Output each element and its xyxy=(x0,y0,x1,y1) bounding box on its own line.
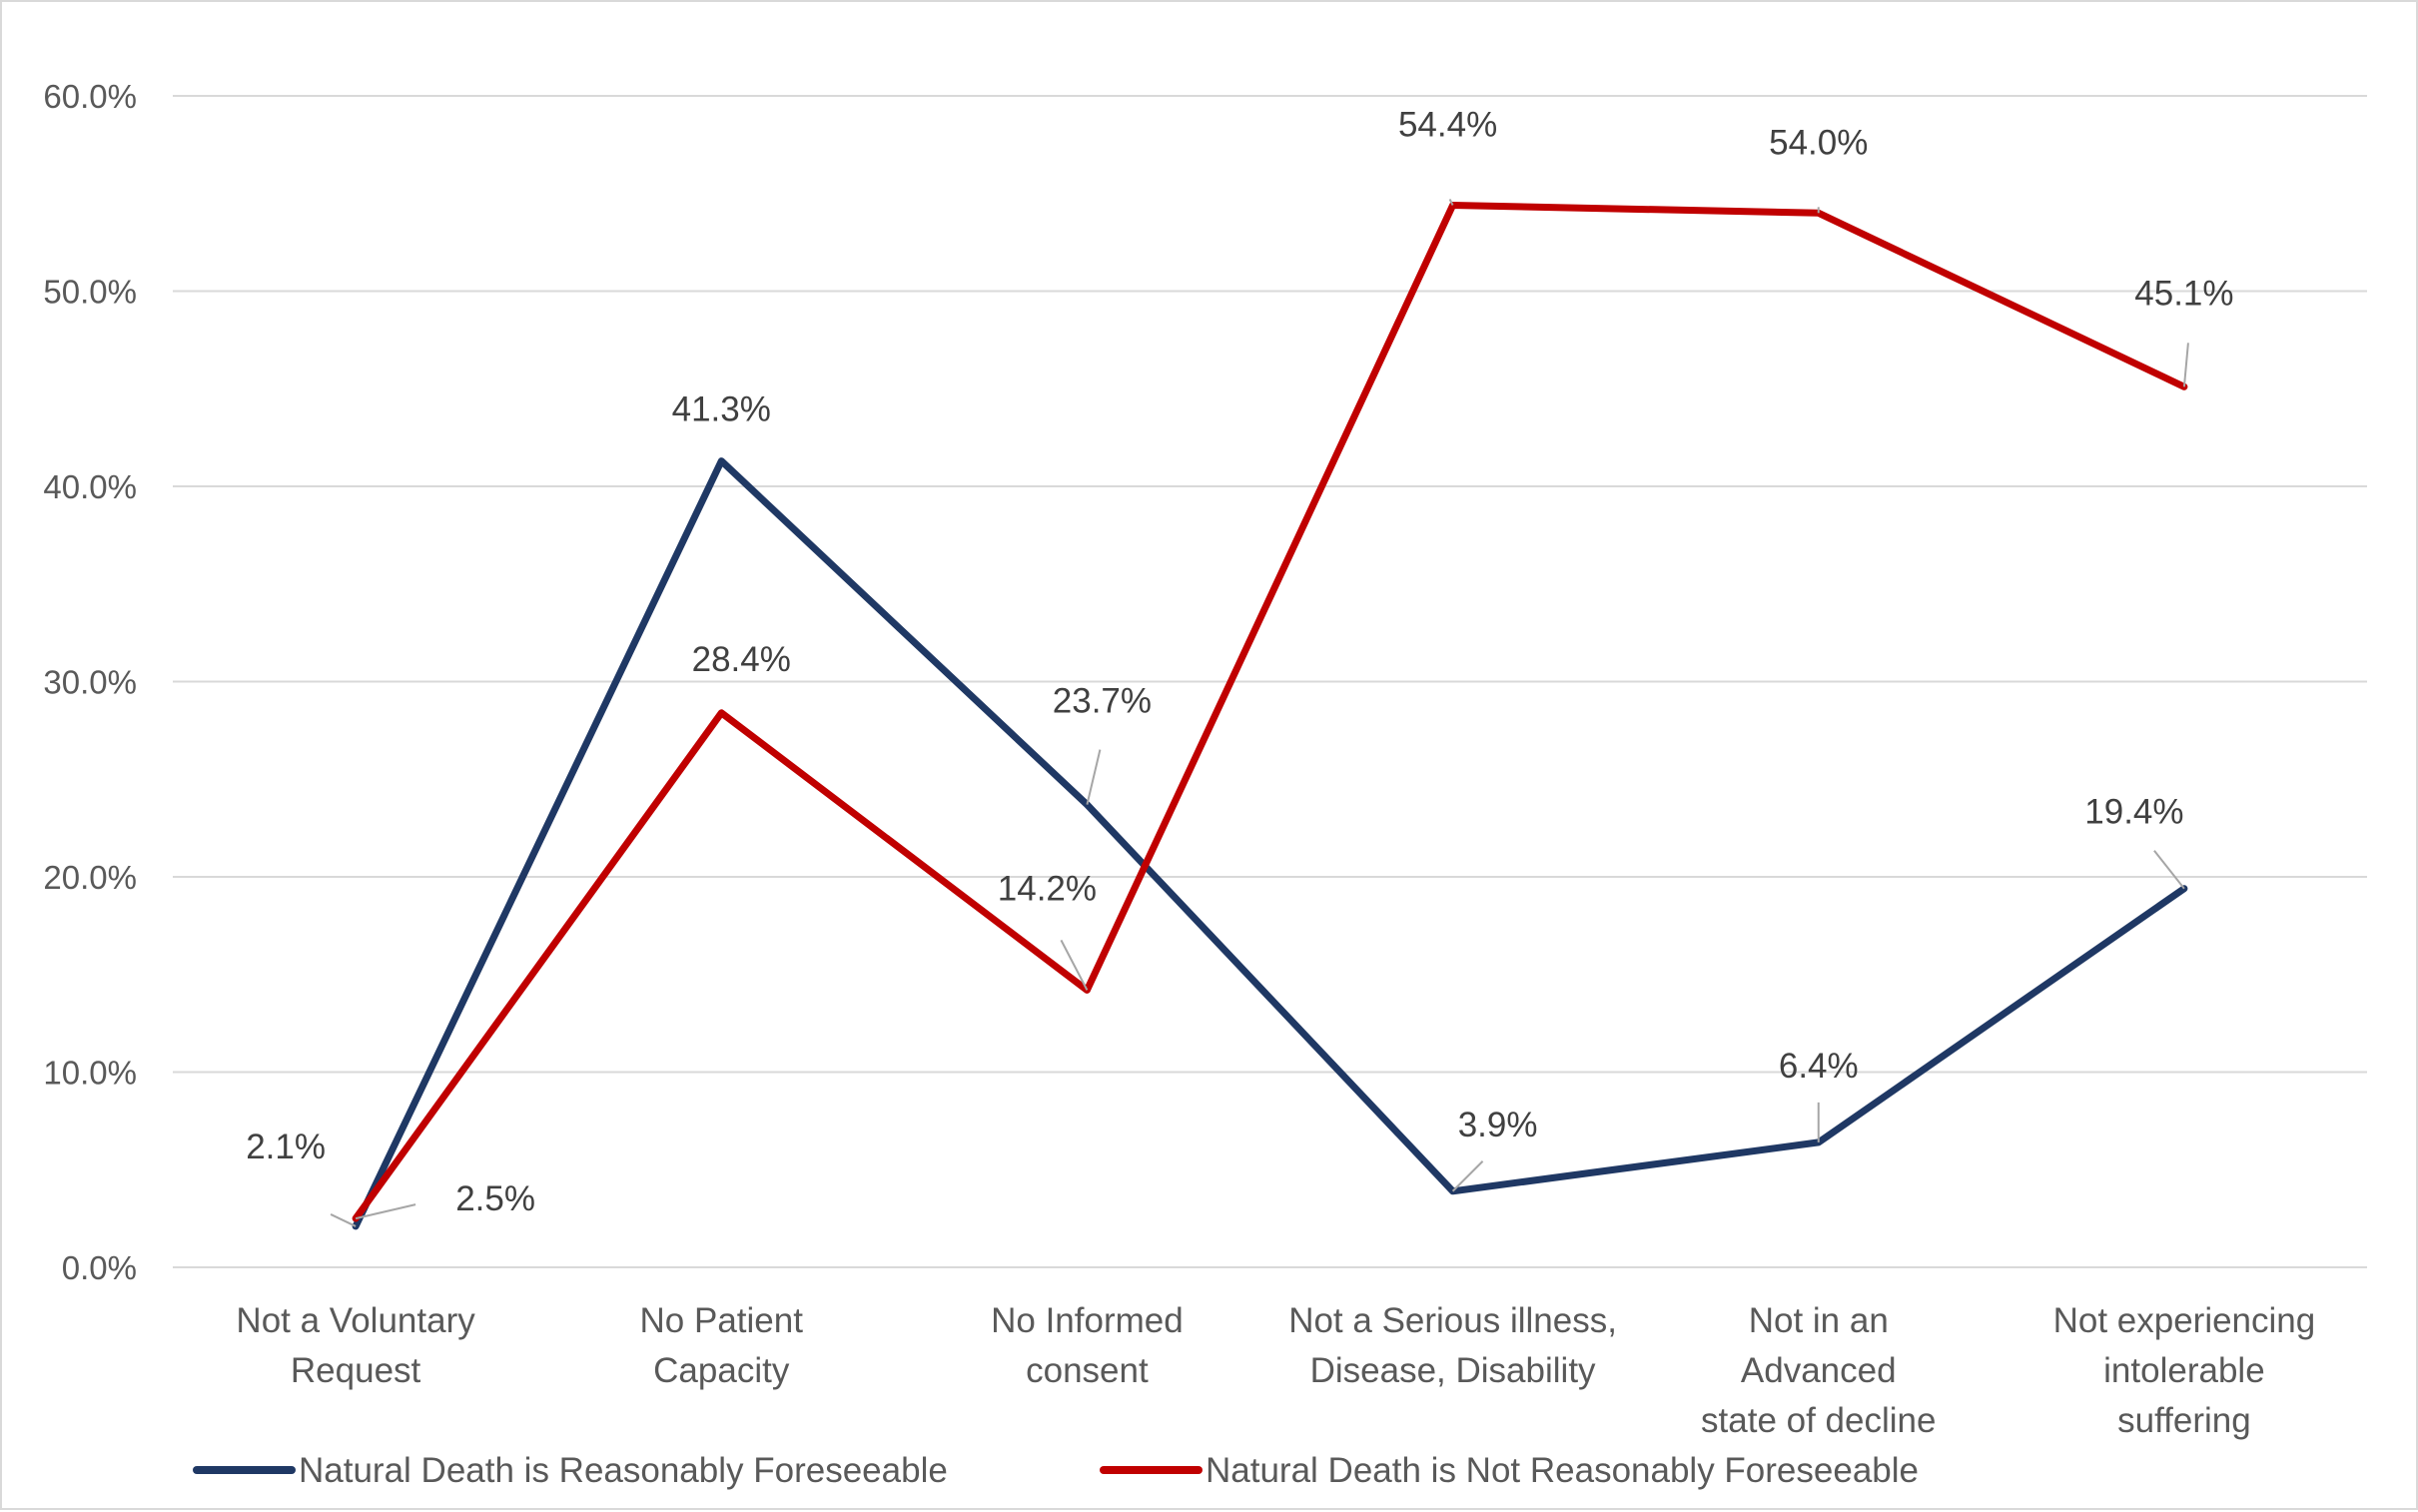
y-axis-tick-labels: 0.0% 10.0% 20.0% 30.0% 40.0% 50.0% 60.0% xyxy=(43,78,137,1286)
legend-label-not-reasonably-foreseeable: Natural Death is Not Reasonably Foreseea… xyxy=(1206,1451,1919,1490)
x-category-label-line: Not in an xyxy=(1749,1301,1889,1340)
data-label: 6.4% xyxy=(1779,1047,1859,1086)
x-category-label-line: Not a Serious illness, xyxy=(1288,1301,1617,1340)
series-line-not-reasonably-foreseeable xyxy=(352,202,2188,1222)
legend: Natural Death is Reasonably Foreseeable … xyxy=(193,1451,1919,1490)
x-category-label-line: intolerable xyxy=(2103,1351,2265,1390)
legend-label-reasonably-foreseeable: Natural Death is Reasonably Foreseeable xyxy=(299,1451,948,1490)
leader-line xyxy=(1060,939,1089,991)
x-category-label-line: No Informed xyxy=(991,1301,1184,1340)
x-category-label: Not experiencing intolerable suffering xyxy=(2053,1301,2316,1440)
x-category-label: No Informed consent xyxy=(991,1301,1184,1390)
data-label: 19.4% xyxy=(2084,793,2183,832)
leader-line xyxy=(2182,343,2189,387)
leader-line xyxy=(1451,1160,1484,1192)
data-label: 45.1% xyxy=(2134,274,2233,313)
data-label-leader-lines xyxy=(330,199,2189,1227)
data-label: 14.2% xyxy=(998,869,1097,908)
data-label: 23.7% xyxy=(1053,682,1152,721)
data-label: 54.4% xyxy=(1398,105,1497,144)
y-tick-label: 50.0% xyxy=(43,274,137,311)
x-axis-category-labels: Not a Voluntary Request No Patient Capacity… xyxy=(236,1301,2315,1440)
x-category-label-line: suffering xyxy=(2117,1401,2251,1440)
y-tick-label: 60.0% xyxy=(43,78,137,115)
x-category-label-line: Disease, Disability xyxy=(1310,1351,1596,1390)
x-category-label-line: Request xyxy=(291,1351,421,1390)
leader-line xyxy=(1086,749,1102,805)
data-label: 54.0% xyxy=(1769,123,1868,162)
x-category-label-line: Not a Voluntary xyxy=(236,1301,475,1340)
y-tick-label: 20.0% xyxy=(43,859,137,896)
data-label: 28.4% xyxy=(692,640,791,679)
x-category-label-line: state of decline xyxy=(1701,1401,1936,1440)
x-category-label-line: consent xyxy=(1026,1351,1149,1390)
y-tick-label: 0.0% xyxy=(62,1249,137,1286)
series-lines xyxy=(352,202,2188,1230)
y-tick-label: 40.0% xyxy=(43,468,137,505)
x-category-label-line: Not experiencing xyxy=(2053,1301,2316,1340)
gridlines xyxy=(173,95,2367,1268)
x-category-label-line: No Patient xyxy=(640,1301,804,1340)
x-category-label-line: Capacity xyxy=(653,1351,790,1390)
x-category-label: No Patient Capacity xyxy=(640,1301,804,1390)
data-label: 41.3% xyxy=(672,390,771,429)
x-category-label-line: Advanced xyxy=(1741,1351,1897,1390)
data-label: 2.1% xyxy=(246,1128,326,1166)
series-line-reasonably-foreseeable xyxy=(352,457,2188,1230)
leader-line xyxy=(1448,199,1454,206)
leader-line xyxy=(330,1213,357,1227)
data-label: 3.9% xyxy=(1458,1106,1538,1144)
leader-line xyxy=(2153,850,2185,890)
x-category-label: Not in an Advanced state of decline xyxy=(1701,1301,1936,1440)
data-labels: 2.1% 41.3% 23.7% 3.9% 6.4% 19.4% 2.5% 28.4% 14.2… xyxy=(246,105,2233,1218)
x-category-label: Not a Serious illness, Disease, Disabilit… xyxy=(1288,1301,1617,1390)
data-label: 2.5% xyxy=(455,1179,535,1218)
x-category-label: Not a Voluntary Request xyxy=(236,1301,475,1390)
y-tick-label: 10.0% xyxy=(43,1055,137,1092)
y-tick-label: 30.0% xyxy=(43,664,137,701)
leader-line xyxy=(355,1203,416,1220)
